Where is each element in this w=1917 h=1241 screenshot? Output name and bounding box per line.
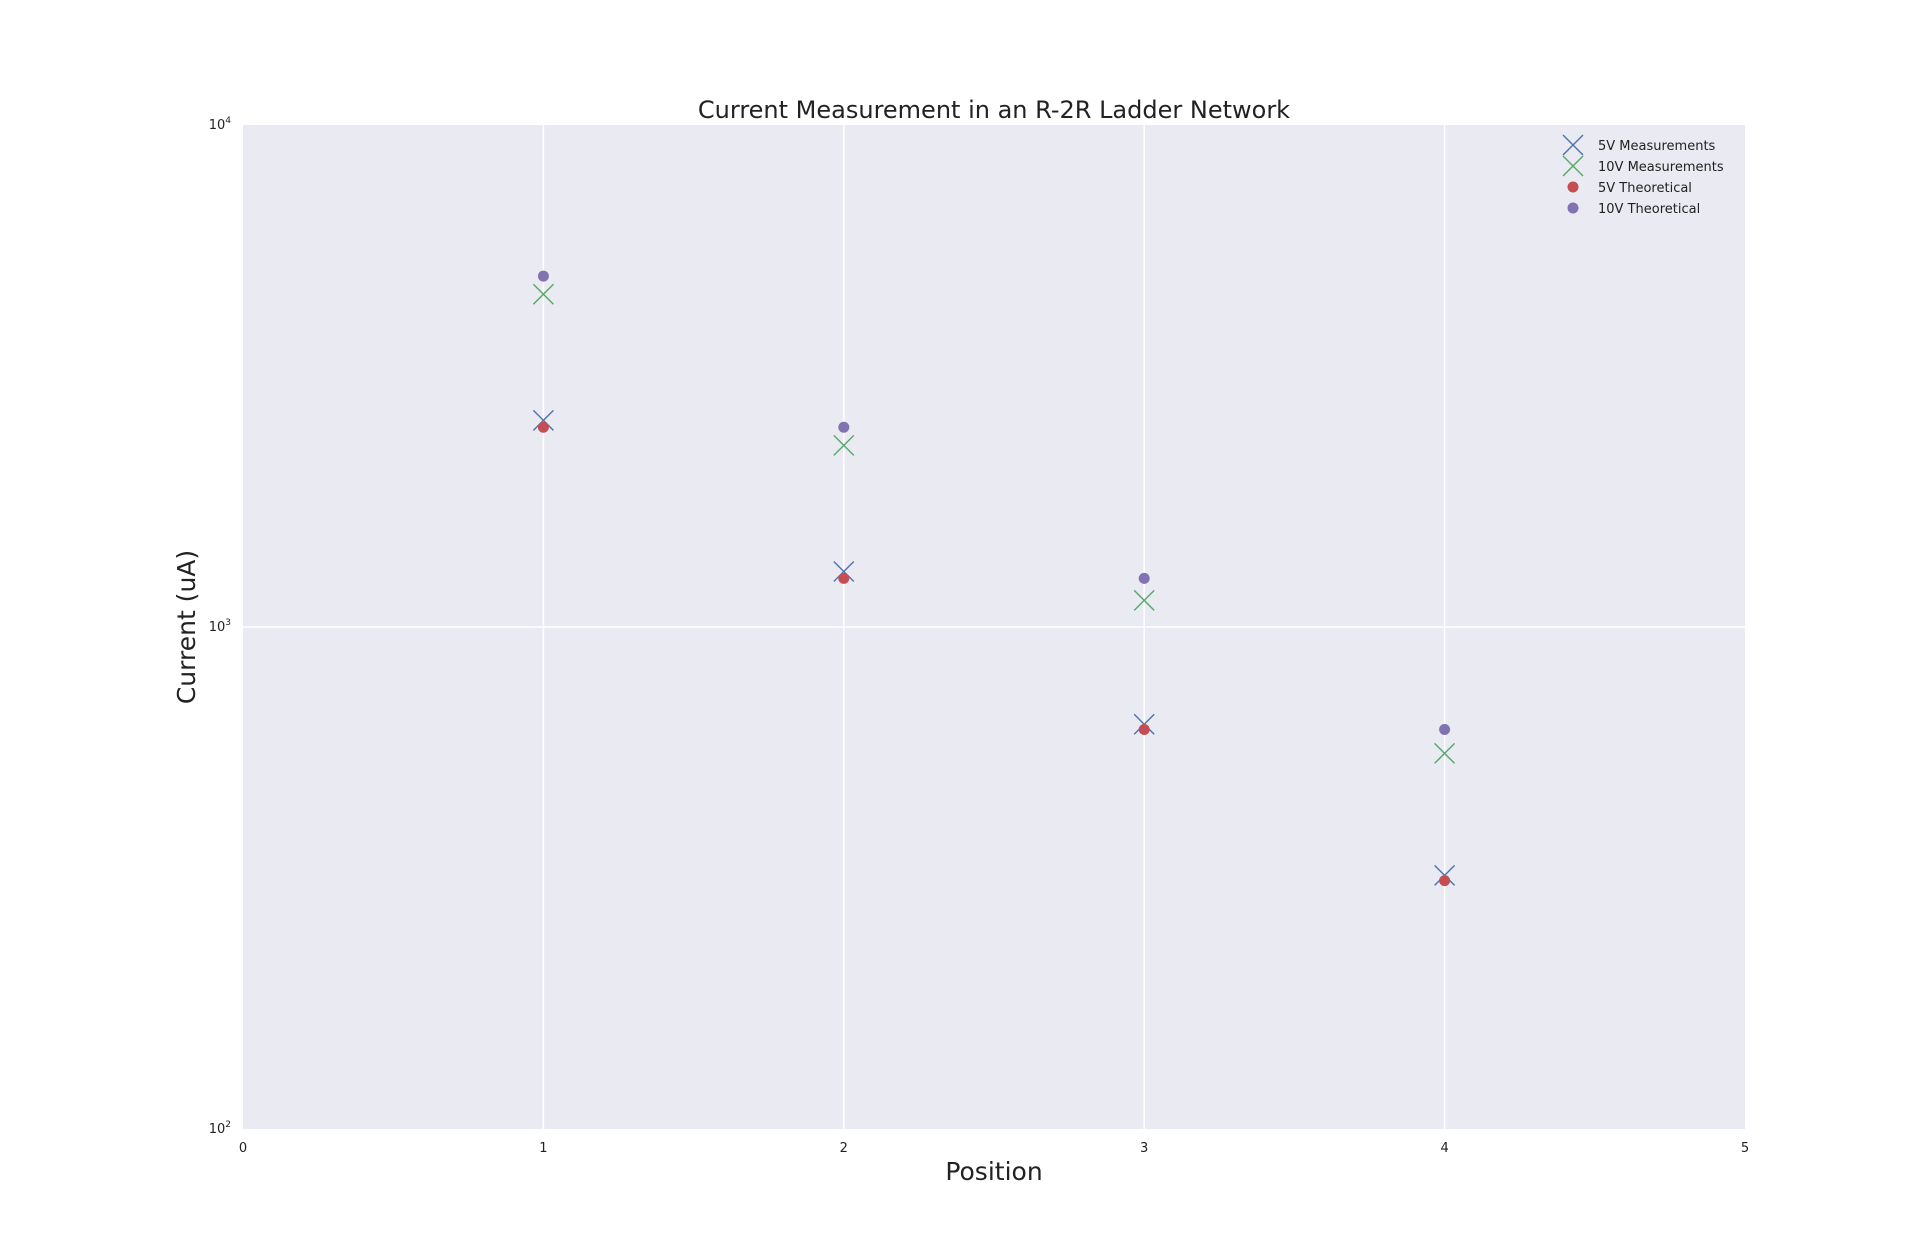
point-5v-theoretical	[537, 421, 549, 433]
y-axis-ticks: 102 103 104	[209, 116, 232, 1137]
point-10v-measurements	[1434, 742, 1456, 764]
legend-label-10v-measurements: 10V Measurements	[1598, 160, 1724, 175]
y-axis-label: Current (uA)	[172, 550, 201, 704]
legend-marker-5v-theoretical	[1567, 181, 1579, 193]
point-10v-measurements-stroke	[1434, 742, 1456, 764]
y-tick-label: 104	[209, 116, 232, 133]
point-5v-theoretical	[838, 572, 850, 584]
y-tick-label: 102	[209, 1120, 231, 1137]
point-5v-measurements-stroke	[833, 560, 855, 582]
point-10v-measurements-stroke	[833, 434, 855, 456]
x-tick-label: 5	[1741, 1141, 1749, 1156]
legend-label-5v-measurements: 5V Measurements	[1598, 139, 1716, 154]
legend: 5V Measurements 10V Measurements 5V Theore…	[1562, 134, 1724, 217]
x-axis-label: Position	[945, 1157, 1042, 1186]
point-5v-theoretical	[1138, 723, 1150, 735]
point-10v-measurements-stroke	[532, 283, 554, 305]
point-10v-measurements	[833, 434, 855, 456]
x-tick-label: 2	[840, 1141, 848, 1156]
point-10v-theoretical	[838, 421, 850, 433]
point-10v-measurements-stroke	[1133, 589, 1155, 611]
point-5v-measurements	[532, 409, 554, 431]
point-10v-measurements	[532, 283, 554, 305]
legend-marker-10v-measurements	[1562, 155, 1584, 177]
chart-title: Current Measurement in an R-2R Ladder Ne…	[698, 96, 1290, 124]
legend-marker-10v-theoretical	[1567, 202, 1579, 214]
point-10v-theoretical	[1138, 572, 1150, 584]
x-tick-label: 1	[539, 1141, 547, 1156]
x-tick-label: 3	[1140, 1141, 1148, 1156]
point-5v-measurements-stroke	[532, 409, 554, 431]
point-5v-theoretical	[1439, 875, 1451, 887]
legend-label-10v-theoretical: 10V Theoretical	[1598, 202, 1700, 217]
point-10v-theoretical	[1439, 723, 1451, 735]
data-marks	[532, 270, 1456, 887]
point-10v-theoretical	[537, 270, 549, 282]
x-tick-label: 0	[239, 1141, 247, 1156]
legend-marker-5v-measurements-stroke	[1562, 134, 1584, 156]
legend-marker-5v-measurements	[1562, 134, 1584, 156]
x-axis-ticks: 0 1 2 3 4 5	[239, 1141, 1749, 1156]
legend-label-5v-theoretical: 5V Theoretical	[1598, 181, 1692, 196]
x-tick-label: 4	[1440, 1141, 1448, 1156]
legend-marker-10v-measurements-stroke	[1562, 155, 1584, 177]
point-5v-measurements	[833, 560, 855, 582]
point-10v-measurements	[1133, 589, 1155, 611]
grid-lines	[243, 125, 1745, 1129]
y-tick-label: 103	[209, 618, 231, 635]
